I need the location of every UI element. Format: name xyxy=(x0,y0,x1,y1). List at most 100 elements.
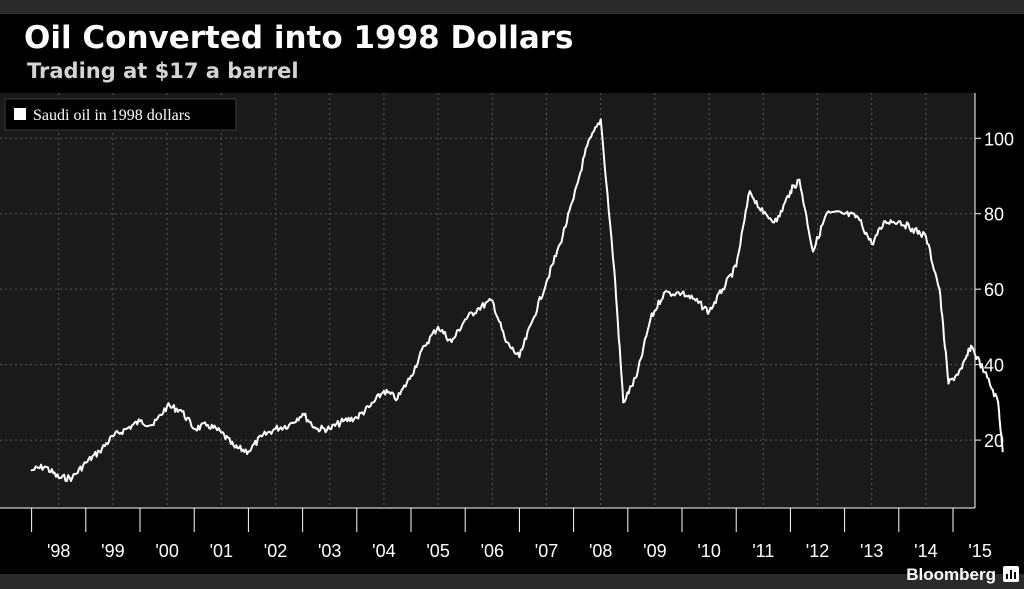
x-tick-label: '15 xyxy=(968,541,991,561)
data-point xyxy=(464,318,467,321)
data-point xyxy=(775,220,778,223)
data-point xyxy=(911,227,914,230)
data-point xyxy=(798,178,801,181)
data-point xyxy=(247,450,250,453)
data-point xyxy=(518,356,521,359)
data-point xyxy=(477,307,480,309)
data-point xyxy=(532,318,534,321)
data-point xyxy=(897,220,900,223)
data-point xyxy=(44,465,47,468)
data-point xyxy=(735,265,738,268)
data-point xyxy=(649,318,652,321)
y-tick-label: 60 xyxy=(984,280,1004,300)
data-point xyxy=(396,397,399,400)
data-point xyxy=(423,344,426,347)
data-point xyxy=(410,375,412,377)
x-tick-label: '01 xyxy=(210,541,233,561)
data-point xyxy=(450,341,453,343)
data-point xyxy=(721,288,724,291)
data-point xyxy=(559,242,562,245)
y-tick-label: 100 xyxy=(984,129,1014,149)
data-point xyxy=(843,212,846,215)
data-point xyxy=(857,216,860,219)
data-point xyxy=(111,435,114,438)
chart-title: Oil Converted into 1998 Dollars xyxy=(24,20,574,56)
data-point xyxy=(437,325,440,328)
data-point xyxy=(694,299,697,302)
data-point xyxy=(30,469,33,472)
data-point xyxy=(193,427,196,430)
data-point xyxy=(599,118,602,121)
x-tick-label: '99 xyxy=(101,541,124,561)
data-point xyxy=(970,344,973,347)
x-tick-label: '03 xyxy=(318,541,341,561)
data-point xyxy=(983,371,986,374)
data-point xyxy=(997,401,1000,404)
data-point xyxy=(491,299,494,302)
legend-label: Saudi oil in 1998 dollars xyxy=(33,107,190,124)
data-point xyxy=(206,424,209,426)
data-point xyxy=(762,212,765,215)
data-point xyxy=(812,250,814,253)
data-point xyxy=(369,405,372,408)
data-point xyxy=(328,427,331,430)
x-tick-label: '09 xyxy=(643,541,666,561)
y-axis: 20 40 60 80 100 xyxy=(974,93,1014,508)
x-tick-label: '05 xyxy=(426,541,449,561)
chart-subtitle: Trading at $17 a barrel xyxy=(27,59,299,83)
data-point xyxy=(125,427,128,430)
x-tick-label: '13 xyxy=(860,541,883,561)
x-tick-label: '07 xyxy=(535,541,558,561)
data-point xyxy=(504,341,507,343)
data-point xyxy=(924,235,927,238)
x-tick-label: '02 xyxy=(264,541,287,561)
x-tick-label: '11 xyxy=(752,541,774,561)
data-point xyxy=(288,424,291,426)
data-point xyxy=(382,390,385,392)
y-tick-label: 80 xyxy=(984,205,1004,225)
x-axis: '98 '99 '00 '01 '02 '03 '04 '05 '06 '07 '08 '09 '10 '… xyxy=(0,507,992,561)
data-point xyxy=(139,420,141,423)
data-point xyxy=(947,382,950,385)
legend[interactable]: Saudi oil in 1998 dollars xyxy=(4,98,237,131)
data-point xyxy=(301,412,304,415)
data-point xyxy=(961,367,963,370)
data-point xyxy=(635,375,638,377)
brand-name: Bloomberg xyxy=(906,565,996,584)
data-point xyxy=(1001,450,1004,453)
legend-swatch xyxy=(14,108,26,120)
data-point xyxy=(884,220,887,223)
data-point xyxy=(545,280,548,283)
grid-lines xyxy=(0,93,975,508)
x-tick-label: '06 xyxy=(481,541,504,561)
data-point xyxy=(662,292,665,294)
x-tick-label: '98 xyxy=(47,541,70,561)
x-tick-label: '00 xyxy=(155,541,178,561)
data-point xyxy=(586,144,589,147)
data-point xyxy=(233,446,236,449)
data-point xyxy=(938,288,941,291)
data-point xyxy=(870,242,873,245)
data-point xyxy=(681,292,683,294)
data-point xyxy=(220,431,223,434)
data-point xyxy=(355,416,358,419)
data-point xyxy=(342,420,345,423)
data-point xyxy=(315,427,318,430)
x-tick-label: '12 xyxy=(806,541,829,561)
x-tick-label: '04 xyxy=(372,541,395,561)
data-point xyxy=(825,212,828,215)
bloomberg-chart-icon xyxy=(1003,566,1019,582)
data-point xyxy=(166,405,169,408)
data-point xyxy=(179,408,182,411)
series-line-0 xyxy=(31,118,1004,483)
x-tick-label: '14 xyxy=(914,541,937,561)
data-point xyxy=(748,190,751,193)
data-point xyxy=(572,197,575,200)
data-point xyxy=(261,435,263,438)
x-tick-label: '10 xyxy=(697,541,720,561)
data-point xyxy=(71,476,74,479)
y-tick-label: 20 xyxy=(984,431,1004,451)
legend-box xyxy=(4,98,237,131)
data-point xyxy=(84,461,87,464)
